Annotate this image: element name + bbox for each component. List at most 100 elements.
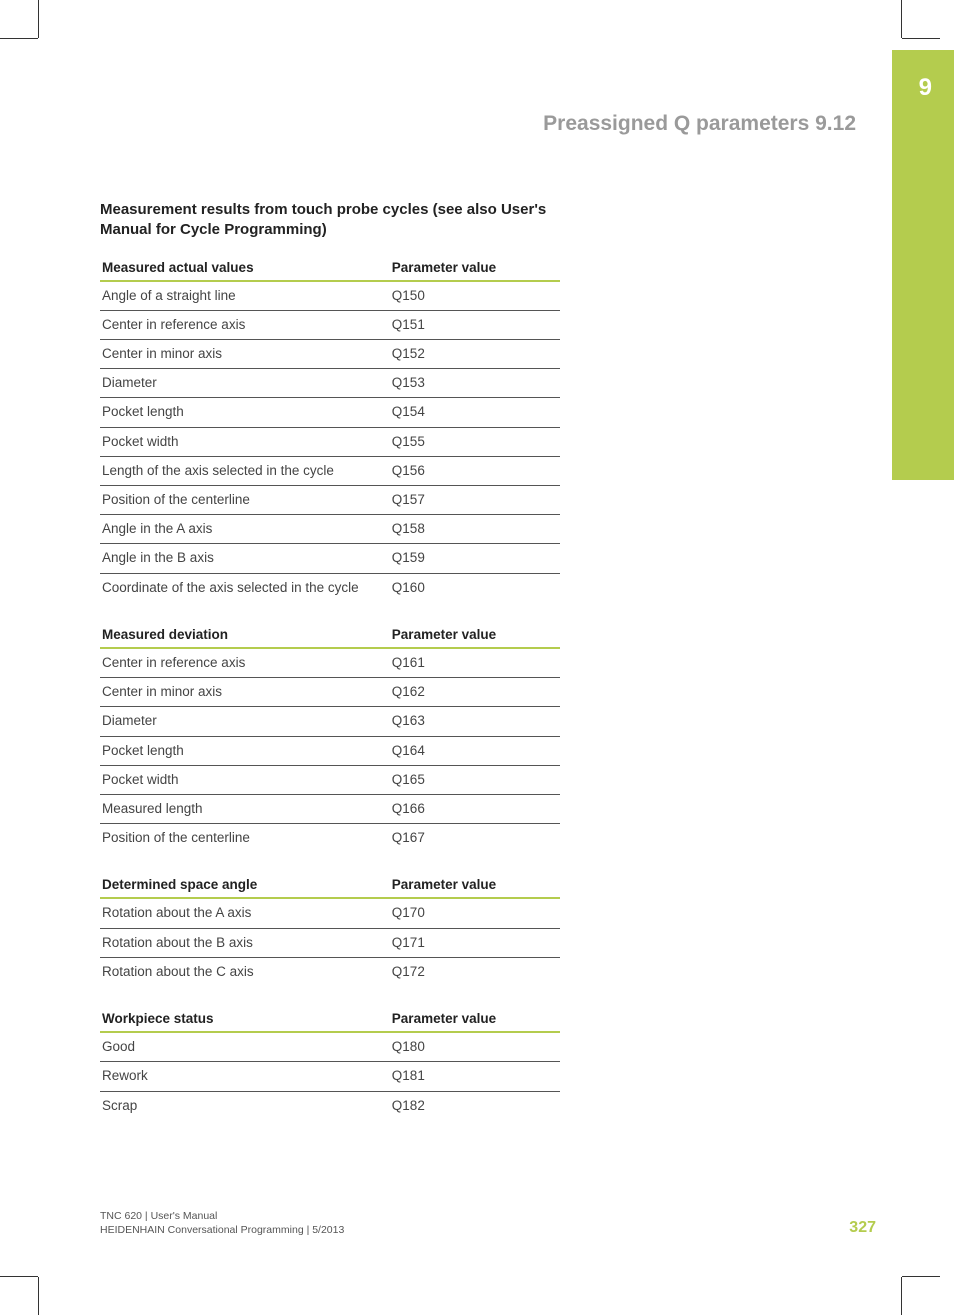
table-row: Coordinate of the axis selected in the c…: [100, 573, 560, 602]
row-label: Rotation about the C axis: [100, 957, 390, 986]
table-header-left: Workpiece status: [100, 1006, 390, 1032]
row-value: Q170: [390, 898, 560, 928]
table-row: Center in minor axisQ152: [100, 339, 560, 368]
page-footer: TNC 620 | User's Manual HEIDENHAIN Conve…: [100, 1209, 876, 1237]
footer-line1: TNC 620 | User's Manual: [100, 1210, 217, 1222]
table-header-right: Parameter value: [390, 622, 560, 648]
crop-mark: [902, 1276, 940, 1277]
row-value: Q160: [390, 573, 560, 602]
row-label: Rework: [100, 1062, 390, 1091]
main-content: Measurement results from touch probe cyc…: [100, 200, 560, 1140]
row-value: Q151: [390, 310, 560, 339]
row-value: Q152: [390, 339, 560, 368]
row-value: Q158: [390, 515, 560, 544]
row-label: Center in reference axis: [100, 648, 390, 678]
row-label: Pocket length: [100, 736, 390, 765]
row-value: Q164: [390, 736, 560, 765]
table-row: Rotation about the C axisQ172: [100, 957, 560, 986]
footer-text: TNC 620 | User's Manual HEIDENHAIN Conve…: [100, 1209, 344, 1237]
row-label: Pocket length: [100, 398, 390, 427]
table-row: DiameterQ153: [100, 369, 560, 398]
row-value: Q171: [390, 928, 560, 957]
crop-mark: [901, 0, 902, 38]
row-value: Q159: [390, 544, 560, 573]
row-label: Scrap: [100, 1091, 390, 1120]
row-label: Good: [100, 1032, 390, 1062]
row-label: Length of the axis selected in the cycle: [100, 456, 390, 485]
row-value: Q153: [390, 369, 560, 398]
row-value: Q154: [390, 398, 560, 427]
table-row: Pocket lengthQ154: [100, 398, 560, 427]
parameter-table: Measured actual valuesParameter valueAng…: [100, 255, 560, 602]
section-title: Measurement results from touch probe cyc…: [100, 200, 560, 241]
row-value: Q182: [390, 1091, 560, 1120]
row-value: Q155: [390, 427, 560, 456]
row-label: Rotation about the B axis: [100, 928, 390, 957]
row-value: Q162: [390, 678, 560, 707]
table-row: Rotation about the A axisQ170: [100, 898, 560, 928]
row-label: Position of the centerline: [100, 824, 390, 853]
row-value: Q150: [390, 281, 560, 311]
table-row: Angle in the A axisQ158: [100, 515, 560, 544]
table-row: ReworkQ181: [100, 1062, 560, 1091]
footer-line2: HEIDENHAIN Conversational Programming | …: [100, 1224, 344, 1236]
row-value: Q167: [390, 824, 560, 853]
table-row: Pocket widthQ155: [100, 427, 560, 456]
row-label: Angle in the A axis: [100, 515, 390, 544]
table-header-left: Measured deviation: [100, 622, 390, 648]
row-label: Angle of a straight line: [100, 281, 390, 311]
crop-mark: [38, 0, 39, 38]
row-value: Q166: [390, 795, 560, 824]
row-label: Pocket width: [100, 765, 390, 794]
parameter-table: Determined space angleParameter valueRot…: [100, 872, 560, 986]
row-label: Coordinate of the axis selected in the c…: [100, 573, 390, 602]
table-row: Pocket widthQ165: [100, 765, 560, 794]
row-label: Center in minor axis: [100, 678, 390, 707]
table-header-left: Determined space angle: [100, 872, 390, 898]
table-row: Center in reference axisQ161: [100, 648, 560, 678]
table-header-left: Measured actual values: [100, 255, 390, 281]
parameter-table: Measured deviationParameter valueCenter …: [100, 622, 560, 853]
row-label: Rotation about the A axis: [100, 898, 390, 928]
tables-container: Measured actual values Parameter value Ang…: [100, 255, 560, 1120]
table-row: Center in reference axisQ151: [100, 310, 560, 339]
crop-mark: [0, 1276, 38, 1277]
crop-mark: [901, 1277, 902, 1315]
row-label: Center in minor axis: [100, 339, 390, 368]
table-row: Angle in the B axisQ159: [100, 544, 560, 573]
row-label: Diameter: [100, 707, 390, 736]
row-label: Pocket width: [100, 427, 390, 456]
chapter-tab: [892, 50, 954, 480]
row-value: Q180: [390, 1032, 560, 1062]
chapter-number: 9: [919, 74, 932, 102]
row-value: Q181: [390, 1062, 560, 1091]
row-label: Angle in the B axis: [100, 544, 390, 573]
row-label: Position of the centerline: [100, 486, 390, 515]
table-row: Pocket lengthQ164: [100, 736, 560, 765]
row-label: Center in reference axis: [100, 310, 390, 339]
row-value: Q156: [390, 456, 560, 485]
table-row: DiameterQ163: [100, 707, 560, 736]
crop-mark: [902, 38, 940, 39]
crop-mark: [38, 1277, 39, 1315]
row-value: Q161: [390, 648, 560, 678]
row-value: Q157: [390, 486, 560, 515]
row-value: Q172: [390, 957, 560, 986]
page-number: 327: [849, 1219, 876, 1237]
table-row: Length of the axis selected in the cycle…: [100, 456, 560, 485]
page-header-title: Preassigned Q parameters 9.12: [543, 112, 856, 136]
parameter-table: Workpiece statusParameter valueGoodQ180R…: [100, 1006, 560, 1120]
table-row: Position of the centerlineQ167: [100, 824, 560, 853]
table-row: Rotation about the B axisQ171: [100, 928, 560, 957]
row-value: Q163: [390, 707, 560, 736]
row-label: Measured length: [100, 795, 390, 824]
table-row: Angle of a straight lineQ150: [100, 281, 560, 311]
table-row: Position of the centerlineQ157: [100, 486, 560, 515]
crop-mark: [0, 38, 38, 39]
table-row: Center in minor axisQ162: [100, 678, 560, 707]
table-row: GoodQ180: [100, 1032, 560, 1062]
row-value: Q165: [390, 765, 560, 794]
table-header-right: Parameter value: [390, 872, 560, 898]
table-row: ScrapQ182: [100, 1091, 560, 1120]
table-row: Measured lengthQ166: [100, 795, 560, 824]
